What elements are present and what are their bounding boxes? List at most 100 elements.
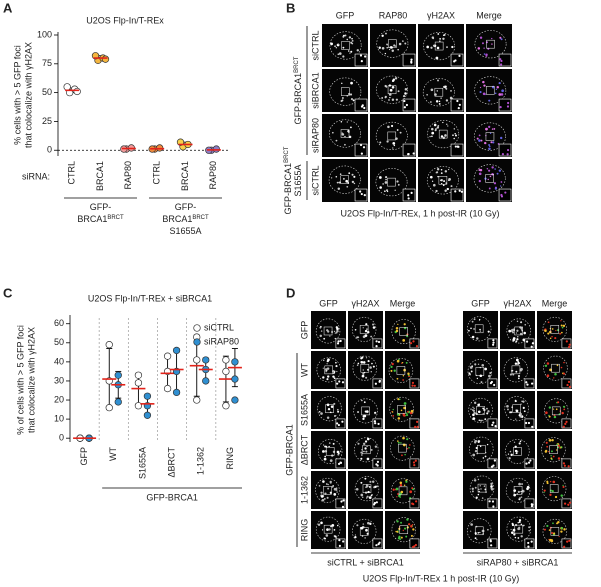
inset (409, 418, 420, 429)
inset (409, 338, 420, 349)
focus (384, 190, 386, 193)
column-header: Merge (476, 10, 502, 20)
focus (384, 96, 387, 99)
inset-focus (568, 385, 572, 388)
focus (342, 55, 345, 58)
focus (480, 419, 483, 422)
focus (335, 414, 337, 417)
focus (400, 442, 402, 444)
focus (543, 528, 546, 531)
focus (509, 373, 513, 376)
inset-focus (500, 59, 503, 63)
focus (430, 101, 432, 103)
focus (493, 182, 497, 185)
focus (548, 415, 551, 418)
inset-focus (458, 54, 461, 57)
inset (561, 338, 572, 349)
focus (519, 440, 522, 443)
focus (360, 493, 364, 497)
group-label-text: BRCA1 (77, 214, 107, 224)
focus (479, 374, 483, 378)
focus (515, 340, 518, 343)
micrograph (537, 511, 572, 549)
inset-focus (360, 192, 363, 196)
focus (337, 43, 340, 45)
focus (563, 408, 566, 411)
crop-box (550, 325, 560, 334)
focus (549, 493, 552, 496)
focus (393, 44, 396, 47)
inset-focus (525, 462, 528, 465)
nucleus-outline (351, 518, 377, 544)
focus (399, 538, 402, 540)
inset-focus (415, 500, 418, 503)
inset-focus (339, 339, 342, 343)
inset (498, 143, 512, 157)
focus (516, 320, 519, 323)
nucleus-outline (468, 397, 493, 423)
micrograph (500, 511, 535, 549)
micrograph (385, 511, 420, 549)
nucleus-outline (541, 437, 566, 463)
inset (487, 378, 498, 389)
row-label: RING (299, 519, 309, 542)
focus (396, 129, 399, 131)
focus (364, 440, 368, 443)
focus (394, 189, 396, 191)
focus (560, 527, 564, 530)
inset-focus (525, 421, 528, 425)
focus (507, 408, 509, 411)
inset-focus (565, 420, 568, 424)
micrograph (537, 471, 572, 509)
focus (320, 412, 323, 415)
legend-marker (193, 338, 201, 346)
inset-focus (362, 146, 366, 149)
focus (388, 84, 392, 87)
focus (412, 528, 415, 531)
focus (362, 523, 365, 525)
inset-focus (414, 543, 418, 547)
focus (322, 367, 324, 369)
nucleus-outline (543, 355, 568, 381)
data-point (134, 371, 143, 379)
focus (384, 181, 388, 184)
focus (321, 529, 324, 531)
focus (474, 441, 477, 444)
legend-label: siRAP80 (204, 336, 239, 346)
micrograph (500, 351, 535, 389)
y-tick-label: 10 (54, 413, 64, 423)
crop-box (341, 87, 350, 96)
focus (360, 457, 363, 460)
inset (498, 98, 512, 112)
focus (387, 125, 390, 129)
focus (370, 335, 373, 338)
nucleus-outline (467, 359, 493, 384)
inset-focus (336, 422, 339, 425)
focus (333, 371, 336, 374)
focus (510, 453, 513, 457)
focus (330, 42, 333, 46)
focus (556, 364, 559, 367)
inset-focus (568, 501, 572, 504)
group-label-text: S1655A (169, 226, 201, 236)
focus (355, 487, 359, 491)
nucleus-outline (506, 516, 531, 542)
focus (498, 169, 502, 172)
focus (366, 437, 370, 441)
data-point (231, 396, 239, 404)
focus (492, 141, 495, 144)
focus (362, 361, 366, 364)
row-label: siBRCA1 (310, 72, 320, 109)
inset-focus (359, 143, 363, 147)
inset-focus (504, 191, 507, 194)
focus (543, 491, 545, 493)
micrograph (466, 114, 512, 157)
focus (350, 41, 353, 44)
crop-box (397, 405, 406, 414)
row-label: GFP (299, 321, 309, 340)
focus (432, 183, 436, 187)
focus (473, 479, 477, 482)
crop-box (438, 129, 448, 139)
focus (384, 176, 388, 179)
focus (501, 89, 504, 93)
